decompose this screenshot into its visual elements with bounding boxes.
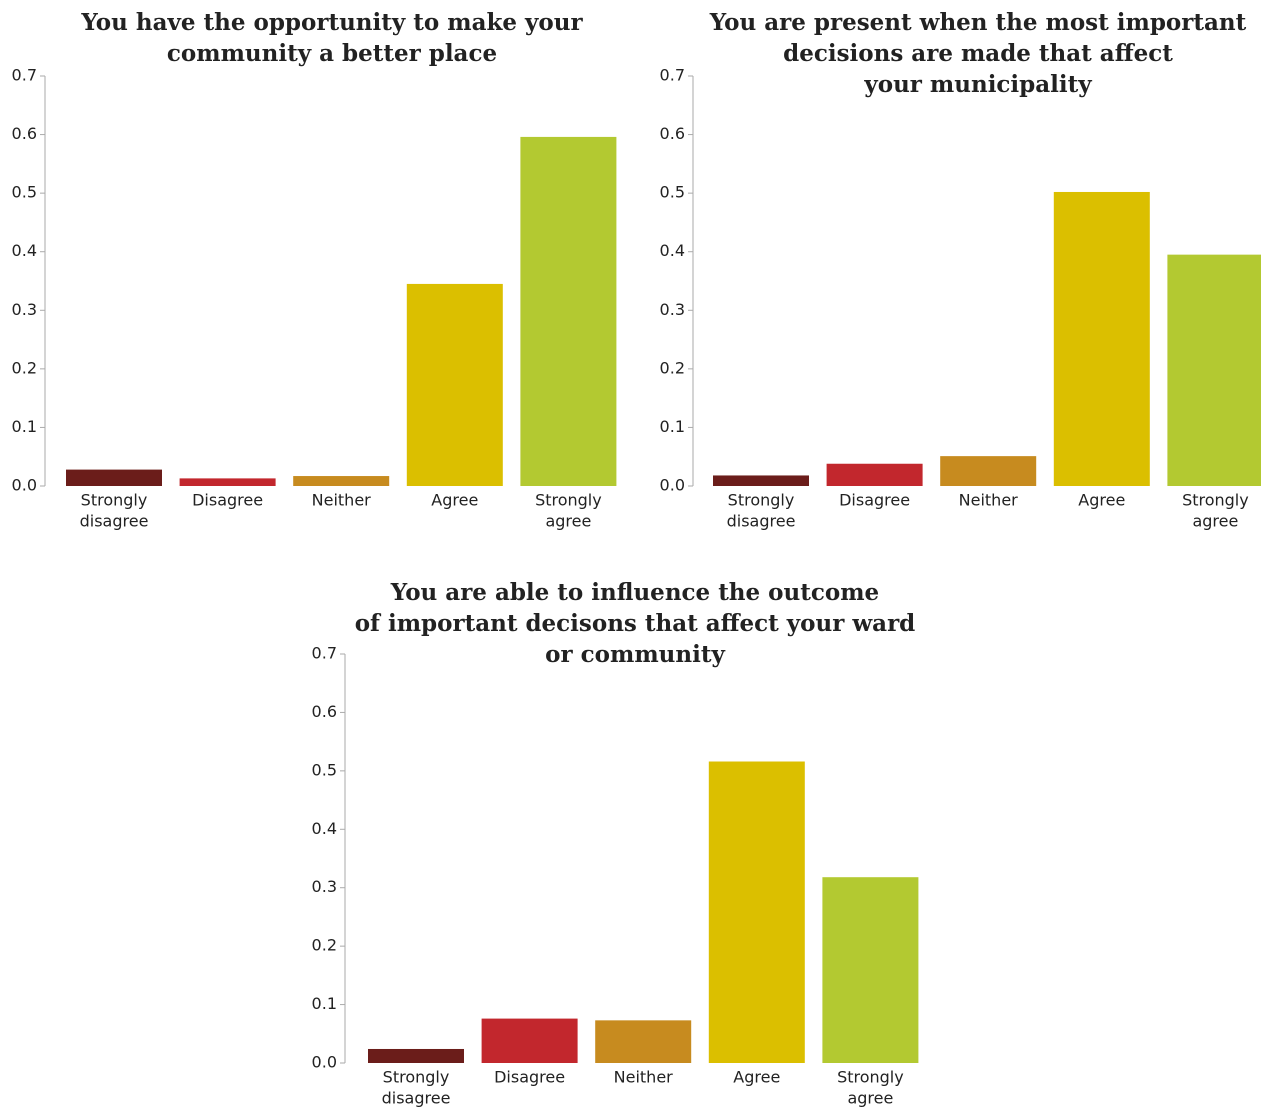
- chart-title-line: of important decisons that affect your w…: [355, 610, 916, 637]
- category-label: agree: [1192, 512, 1238, 531]
- chart-1: You have the opportunity to make your com…: [12, 9, 617, 531]
- category-label: Agree: [1078, 491, 1125, 510]
- y-tick-label: 0.7: [312, 644, 337, 663]
- y-tick-label: 0.6: [312, 702, 337, 721]
- y-tick-label: 0.4: [12, 241, 37, 260]
- category-label: Strongly: [535, 491, 602, 510]
- bar: [708, 761, 805, 1063]
- y-tick-label: 0.2: [12, 358, 37, 377]
- chart-title-line: or community: [545, 641, 725, 668]
- bar: [368, 1048, 464, 1063]
- chart-title-line: your municipality: [863, 71, 1092, 98]
- bar: [713, 475, 809, 486]
- y-tick-label: 0.5: [312, 760, 337, 779]
- category-label: disagree: [727, 512, 796, 531]
- y-tick-label: 0.3: [660, 300, 685, 319]
- category-label: Strongly: [383, 1068, 450, 1087]
- chart-title-line: decisions are made that affect: [783, 40, 1173, 67]
- y-tick-label: 0.7: [660, 66, 685, 85]
- y-tick-label: 0.0: [12, 476, 37, 495]
- y-tick-label: 0.5: [660, 183, 685, 202]
- chart-3: You are able to influence the outcome of …: [312, 579, 919, 1108]
- y-tick-label: 0.2: [660, 358, 685, 377]
- y-tick-label: 0.1: [660, 417, 685, 436]
- y-tick-label: 0.4: [660, 241, 685, 260]
- category-label: Disagree: [494, 1068, 565, 1087]
- y-tick-label: 0.3: [312, 877, 337, 896]
- category-label: agree: [847, 1089, 893, 1108]
- bar: [66, 469, 162, 486]
- bar: [406, 283, 503, 486]
- y-tick-label: 0.6: [660, 124, 685, 143]
- y-tick-label: 0.2: [312, 936, 337, 955]
- y-tick-label: 0.0: [660, 476, 685, 495]
- category-label: Strongly: [837, 1068, 904, 1087]
- category-label: Agree: [733, 1068, 780, 1087]
- category-label: Strongly: [1182, 491, 1249, 510]
- category-label: Agree: [431, 491, 478, 510]
- bar: [520, 136, 617, 486]
- category-label: Neither: [959, 491, 1019, 510]
- bar: [1053, 191, 1150, 486]
- category-label: Disagree: [839, 491, 910, 510]
- bar: [940, 456, 1037, 486]
- y-tick-label: 0.0: [312, 1053, 337, 1072]
- category-label: agree: [545, 512, 591, 531]
- category-label: Neither: [614, 1068, 674, 1087]
- category-label: Neither: [312, 491, 372, 510]
- y-tick-label: 0.4: [312, 819, 337, 838]
- category-label: disagree: [382, 1089, 451, 1108]
- chart-title-line: community a better place: [167, 40, 497, 67]
- category-label: Strongly: [728, 491, 795, 510]
- chart-title-line: You have the opportunity to make your: [80, 9, 583, 36]
- bar: [595, 1020, 692, 1063]
- category-label: Strongly: [81, 491, 148, 510]
- y-tick-label: 0.7: [12, 66, 37, 85]
- bar: [293, 476, 390, 486]
- bar: [822, 877, 919, 1063]
- category-label: Disagree: [192, 491, 263, 510]
- chart-title-line: You are present when the most important: [709, 9, 1247, 36]
- bar: [1167, 254, 1261, 486]
- chart-2: You are present when the most important d…: [660, 9, 1261, 531]
- bar: [481, 1018, 578, 1063]
- y-tick-label: 0.1: [12, 417, 37, 436]
- category-label: disagree: [80, 512, 149, 531]
- chart-title-line: You are able to influence the outcome: [390, 579, 879, 606]
- y-tick-label: 0.5: [12, 183, 37, 202]
- y-tick-label: 0.6: [12, 124, 37, 143]
- y-tick-label: 0.3: [12, 300, 37, 319]
- bar: [826, 463, 923, 486]
- bar: [179, 478, 276, 486]
- y-tick-label: 0.1: [312, 994, 337, 1013]
